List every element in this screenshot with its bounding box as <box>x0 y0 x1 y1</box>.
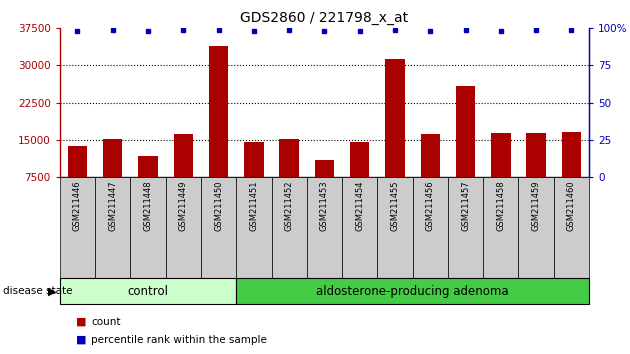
Bar <box>554 177 589 278</box>
Bar <box>448 177 483 278</box>
Bar <box>244 142 263 177</box>
Bar <box>103 139 122 177</box>
Text: GSM211459: GSM211459 <box>532 180 541 230</box>
Text: GSM211457: GSM211457 <box>461 180 470 231</box>
Text: GSM211449: GSM211449 <box>179 180 188 230</box>
Bar <box>209 46 228 177</box>
Text: GSM211448: GSM211448 <box>144 180 152 231</box>
Bar <box>95 177 130 278</box>
Bar <box>280 139 299 177</box>
Text: ■: ■ <box>76 335 86 345</box>
Bar <box>272 177 307 278</box>
Text: GSM211451: GSM211451 <box>249 180 258 230</box>
Bar <box>377 177 413 278</box>
Bar <box>307 177 342 278</box>
Bar <box>386 59 404 177</box>
Bar <box>201 177 236 278</box>
Bar <box>315 160 334 177</box>
Bar <box>236 177 272 278</box>
Bar <box>350 142 369 177</box>
Bar <box>174 134 193 177</box>
Bar <box>139 156 158 177</box>
Bar <box>60 177 95 278</box>
Bar <box>68 146 87 177</box>
Bar <box>342 177 377 278</box>
Text: GSM211455: GSM211455 <box>391 180 399 230</box>
Text: ■: ■ <box>76 317 86 327</box>
Bar <box>60 278 236 304</box>
Text: GSM211456: GSM211456 <box>426 180 435 231</box>
Text: GSM211447: GSM211447 <box>108 180 117 231</box>
Bar <box>491 133 510 177</box>
Text: control: control <box>127 285 169 298</box>
Text: GSM211452: GSM211452 <box>285 180 294 230</box>
Text: GSM211454: GSM211454 <box>355 180 364 230</box>
Text: percentile rank within the sample: percentile rank within the sample <box>91 335 267 345</box>
Bar <box>483 177 518 278</box>
Text: disease state: disease state <box>3 286 72 296</box>
Bar <box>166 177 201 278</box>
Bar <box>456 86 475 177</box>
Bar <box>421 135 440 177</box>
Text: GSM211458: GSM211458 <box>496 180 505 231</box>
Text: GDS2860 / 221798_x_at: GDS2860 / 221798_x_at <box>241 11 408 25</box>
Bar <box>413 177 448 278</box>
Text: GSM211460: GSM211460 <box>567 180 576 231</box>
Text: GSM211446: GSM211446 <box>73 180 82 231</box>
Bar <box>236 278 589 304</box>
Bar <box>527 133 546 177</box>
Bar <box>130 177 166 278</box>
Text: count: count <box>91 317 121 327</box>
Text: ▶: ▶ <box>49 286 57 296</box>
Bar <box>518 177 554 278</box>
Text: GSM211450: GSM211450 <box>214 180 223 230</box>
Text: GSM211453: GSM211453 <box>320 180 329 231</box>
Text: aldosterone-producing adenoma: aldosterone-producing adenoma <box>316 285 509 298</box>
Bar <box>562 132 581 177</box>
